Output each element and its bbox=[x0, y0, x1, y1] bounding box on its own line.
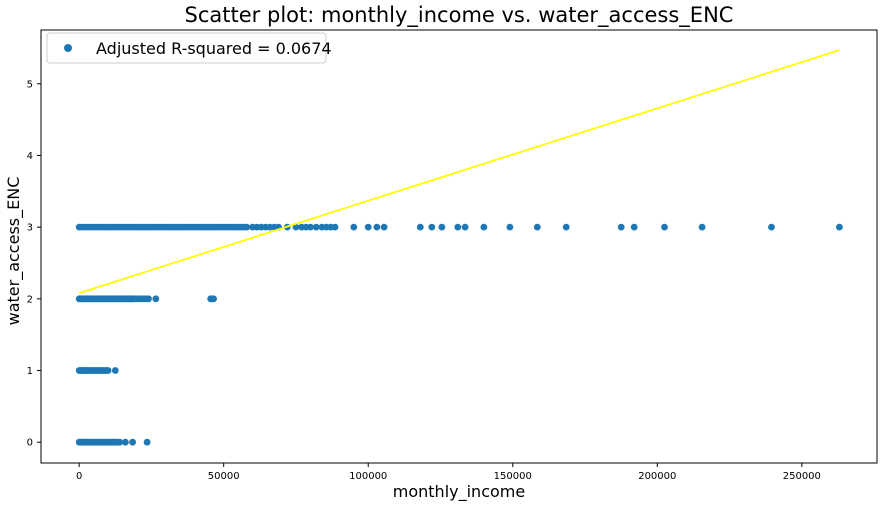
data-point bbox=[438, 223, 446, 231]
data-point bbox=[210, 295, 218, 303]
data-point bbox=[768, 223, 775, 231]
y-tick-label: 3 bbox=[27, 223, 33, 234]
data-point bbox=[454, 223, 462, 231]
data-point bbox=[307, 223, 314, 231]
legend-frame bbox=[46, 32, 327, 64]
y-tick-label: 5 bbox=[27, 79, 33, 90]
data-point bbox=[312, 223, 320, 231]
legend: Adjusted R-squared = 0.0674 bbox=[46, 32, 332, 64]
data-point bbox=[416, 223, 424, 231]
data-point bbox=[364, 223, 372, 231]
data-point bbox=[152, 295, 160, 303]
x-tick-label: 100000 bbox=[349, 471, 387, 482]
data-point bbox=[143, 438, 151, 446]
fit-line bbox=[78, 49, 840, 294]
data-point bbox=[292, 223, 300, 231]
data-point bbox=[373, 223, 381, 231]
data-point bbox=[661, 223, 668, 231]
x-tick-label: 250000 bbox=[783, 471, 821, 482]
data-point bbox=[243, 223, 251, 231]
data-point bbox=[104, 367, 112, 374]
data-point bbox=[380, 223, 388, 231]
data-point bbox=[506, 223, 514, 231]
legend-marker bbox=[64, 44, 72, 52]
data-point bbox=[461, 223, 469, 231]
data-point bbox=[331, 223, 339, 231]
data-point bbox=[617, 223, 625, 231]
data-point bbox=[480, 223, 488, 231]
data-point bbox=[350, 223, 358, 231]
data-point bbox=[836, 223, 843, 231]
data-point bbox=[129, 438, 137, 446]
data-point bbox=[122, 438, 129, 446]
x-tick-label: 0 bbox=[76, 471, 82, 482]
x-tick-label: 200000 bbox=[638, 471, 676, 482]
data-point bbox=[428, 223, 436, 231]
x-tick-label: 50000 bbox=[208, 471, 240, 482]
data-point bbox=[116, 438, 123, 446]
y-tick-label: 1 bbox=[27, 366, 33, 377]
y-tick-label: 2 bbox=[27, 294, 33, 305]
data-point bbox=[562, 223, 570, 231]
chart-title: Scatter plot: monthly_income vs. water_a… bbox=[185, 3, 734, 28]
plot-area bbox=[75, 49, 843, 446]
y-tick-label: 0 bbox=[27, 438, 33, 449]
data-point bbox=[630, 223, 638, 231]
axes-frame bbox=[40, 29, 878, 464]
axes: 0 50000 100000 150000 200000 250000 0 1 2 3 4 5 bbox=[27, 29, 878, 482]
y-tick-label: 4 bbox=[27, 151, 33, 162]
data-point bbox=[533, 223, 541, 231]
legend-label: Adjusted R-squared = 0.0674 bbox=[96, 39, 332, 58]
y-axis-label: water_access_ENC bbox=[4, 177, 24, 326]
data-point bbox=[111, 367, 119, 374]
data-point bbox=[698, 223, 706, 231]
data-point bbox=[145, 295, 152, 303]
x-tick-label: 150000 bbox=[494, 471, 532, 482]
x-axis-label: monthly_income bbox=[393, 482, 525, 502]
